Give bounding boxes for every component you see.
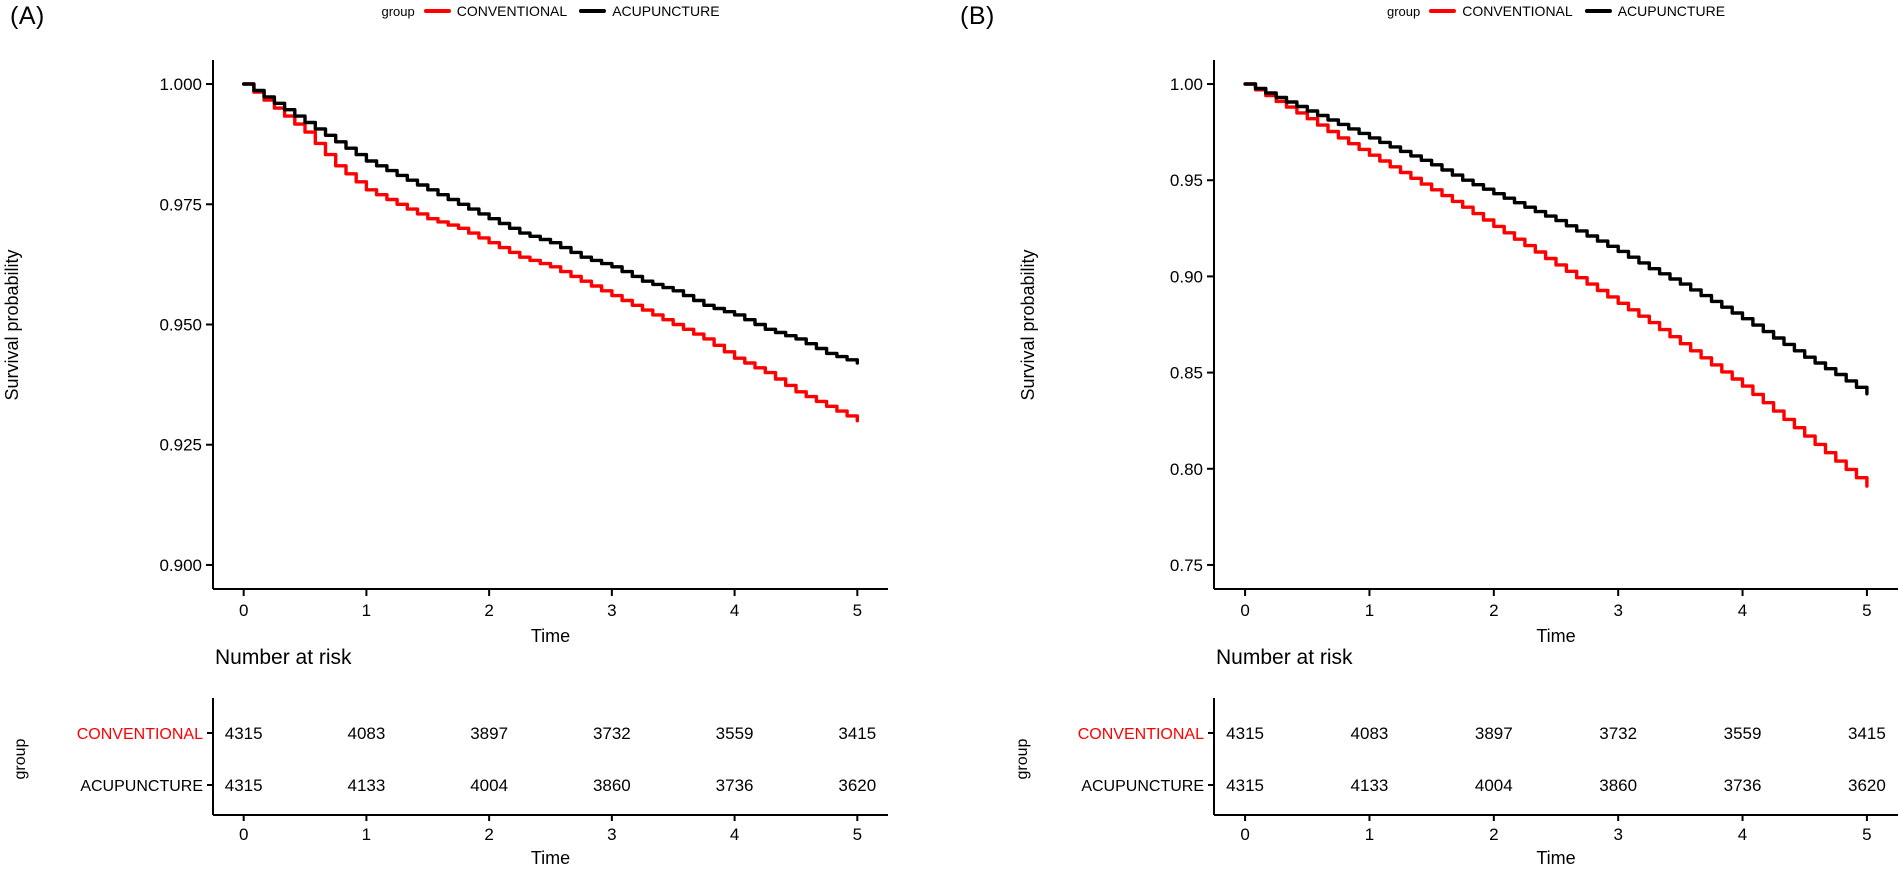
x-axis-title: Time	[531, 626, 570, 646]
risk-x-tick-label: 5	[853, 825, 862, 844]
risk-x-tick-label: 2	[1489, 825, 1498, 844]
legend: group CONVENTIONAL ACUPUNCTURE	[381, 3, 719, 19]
x-tick-label: 0	[239, 601, 248, 620]
panel-a: (A) group CONVENTIONAL ACUPUNCTURE Survi…	[2, 2, 888, 868]
legend: group CONVENTIONAL ACUPUNCTURE	[1387, 3, 1725, 19]
risk-x-tick-label: 3	[607, 825, 616, 844]
legend-line-conventional-icon	[1429, 9, 1457, 13]
y-tick-label: 0.975	[159, 195, 202, 214]
km-plot-svg-a: 1.000 0.975 0.950 0.925 0.900 0 1 2 3 4 5 Time CONVE…	[77, 60, 888, 868]
risk-count: 3415	[838, 724, 876, 743]
x-tick-label: 5	[1862, 601, 1871, 620]
panel-a-label: (A)	[10, 2, 45, 30]
km-curve-acupuncture	[242, 82, 859, 365]
km-curve-conventional	[1243, 82, 1869, 488]
risk-count: 3736	[1724, 776, 1762, 795]
risk-count: 3897	[1475, 724, 1513, 743]
risk-count: 4315	[225, 776, 263, 795]
panel-b: (B) group CONVENTIONAL ACUPUNCTURE Survi…	[950, 0, 1900, 873]
risk-count: 4315	[1226, 776, 1264, 795]
risk-row-label-acupuncture: ACUPUNCTURE	[1081, 778, 1204, 795]
x-tick-label: 2	[1489, 601, 1498, 620]
legend-label-acupuncture: ACUPUNCTURE	[1617, 3, 1726, 19]
km-curve-acupuncture	[1243, 82, 1869, 396]
risk-count: 4315	[1226, 724, 1264, 743]
y-tick-label: 0.95	[1170, 171, 1203, 190]
risk-x-tick-label: 5	[1862, 825, 1871, 844]
y-tick-label: 0.90	[1170, 267, 1203, 286]
risk-x-tick-label: 1	[362, 825, 371, 844]
x-tick-label: 3	[607, 601, 616, 620]
risk-x-tick-label: 1	[1365, 825, 1374, 844]
risk-count: 4133	[347, 776, 385, 795]
legend-line-conventional-icon	[423, 9, 451, 13]
risk-count: 3559	[1724, 724, 1762, 743]
risk-count: 3860	[1599, 776, 1637, 795]
y-tick-label: 0.85	[1170, 364, 1203, 383]
risk-x-tick-label: 4	[1738, 825, 1747, 844]
risk-count: 4004	[1475, 776, 1513, 795]
x-tick-label: 1	[1365, 601, 1374, 620]
risk-count: 3620	[1848, 776, 1886, 795]
y-tick-label: 0.75	[1170, 556, 1203, 575]
legend-label-conventional: CONVENTIONAL	[1462, 3, 1573, 19]
risk-count: 4315	[225, 724, 263, 743]
risk-x-tick-label: 2	[484, 825, 493, 844]
risk-x-axis-title: Time	[1536, 848, 1575, 868]
y-tick-label: 0.900	[159, 556, 202, 575]
risk-count: 3736	[716, 776, 754, 795]
legend-label-conventional: CONVENTIONAL	[456, 3, 568, 19]
x-tick-label: 3	[1613, 601, 1622, 620]
y-tick-label: 0.80	[1170, 460, 1203, 479]
panel-b-label: (B)	[960, 2, 995, 30]
legend-label-acupuncture: ACUPUNCTURE	[612, 3, 720, 19]
x-tick-label: 4	[730, 601, 739, 620]
risk-count: 3732	[1599, 724, 1637, 743]
km-curve-conventional	[242, 82, 859, 423]
legend-line-acupuncture-icon	[1584, 9, 1612, 13]
y-tick-label: 1.00	[1170, 75, 1203, 94]
x-axis-title: Time	[1536, 626, 1575, 646]
risk-count: 4004	[470, 776, 508, 795]
x-tick-label: 2	[484, 601, 493, 620]
x-tick-label: 1	[362, 601, 371, 620]
risk-count: 3897	[470, 724, 508, 743]
risk-table-title: Number at risk	[215, 646, 352, 669]
risk-count: 3559	[716, 724, 754, 743]
risk-count: 4083	[1351, 724, 1389, 743]
y-tick-label: 0.950	[159, 316, 202, 335]
risk-x-axis-title: Time	[531, 848, 570, 868]
risk-x-tick-label: 3	[1613, 825, 1622, 844]
risk-x-tick-label: 0	[1240, 825, 1249, 844]
risk-count: 3860	[593, 776, 631, 795]
x-tick-label: 5	[853, 601, 862, 620]
risk-count: 3415	[1848, 724, 1886, 743]
risk-count: 4133	[1351, 776, 1389, 795]
x-tick-label: 4	[1738, 601, 1747, 620]
y-tick-label: 0.925	[159, 436, 202, 455]
y-tick-label: 1.000	[159, 75, 202, 94]
legend-title: group	[381, 3, 415, 19]
risk-count: 4083	[347, 724, 385, 743]
risk-count: 3732	[593, 724, 631, 743]
x-tick-label: 0	[1240, 601, 1249, 620]
risk-row-label-conventional: CONVENTIONAL	[77, 726, 203, 743]
km-plot-svg-b: 1.00 0.95 0.90 0.85 0.80 0.75 0 1 2 3 4 5 Time CONVEN…	[1078, 60, 1898, 868]
risk-row-label-acupuncture: ACUPUNCTURE	[80, 778, 203, 795]
risk-x-tick-label: 4	[730, 825, 739, 844]
risk-count: 3620	[838, 776, 876, 795]
legend-line-acupuncture-icon	[579, 9, 607, 13]
legend-title: group	[1386, 3, 1421, 19]
risk-row-label-conventional: CONVENTIONAL	[1078, 726, 1204, 743]
risk-table-title: Number at risk	[1216, 646, 1353, 669]
risk-x-tick-label: 0	[239, 825, 248, 844]
